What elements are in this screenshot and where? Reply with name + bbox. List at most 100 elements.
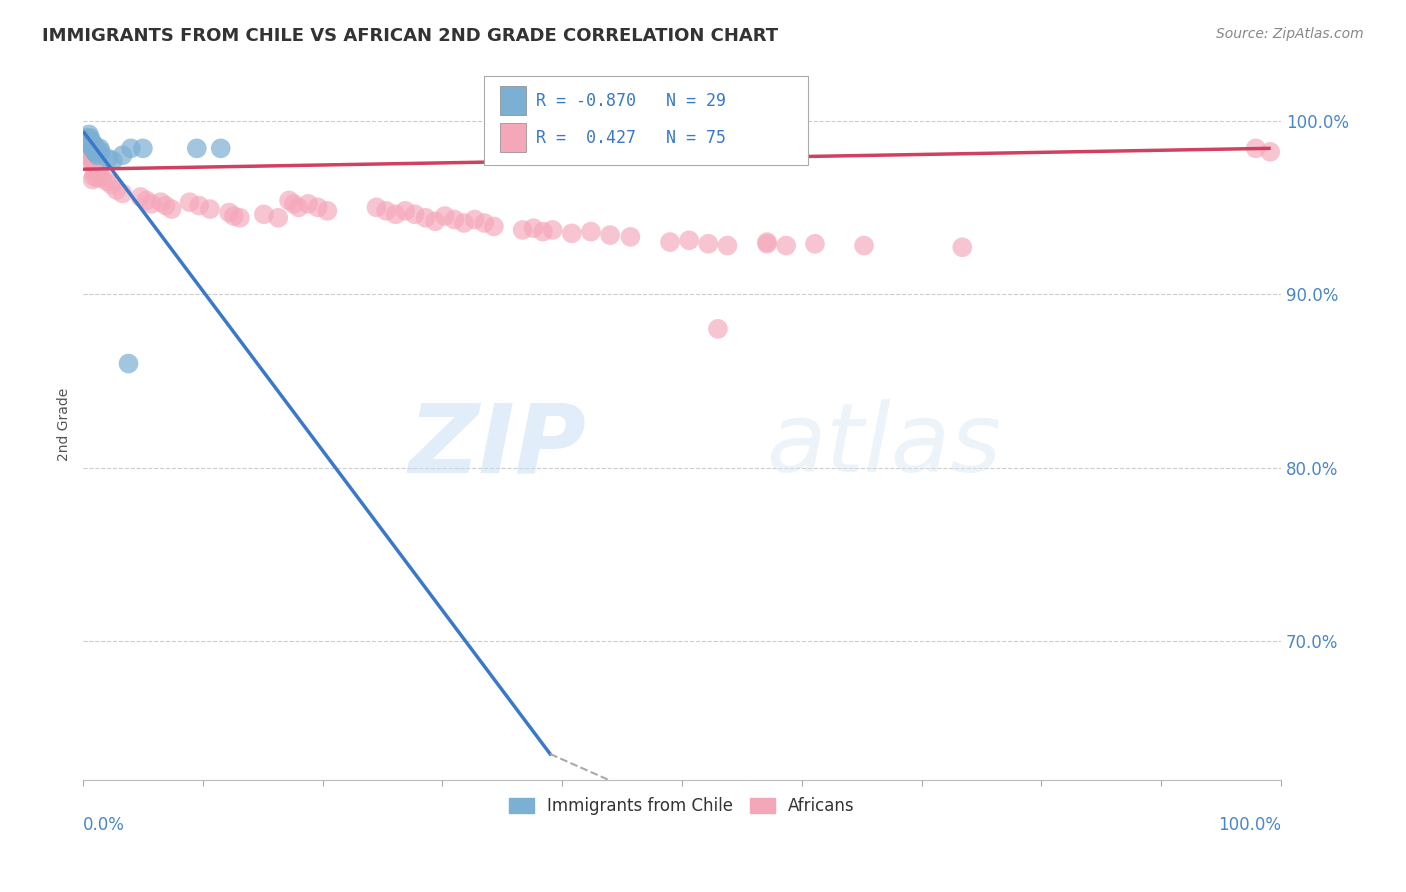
Point bbox=[1258, 145, 1281, 159]
Point bbox=[253, 207, 276, 221]
Point bbox=[86, 170, 108, 185]
Point bbox=[218, 205, 240, 219]
Point bbox=[86, 148, 108, 162]
Point bbox=[464, 212, 486, 227]
Point bbox=[84, 146, 107, 161]
Text: 100.0%: 100.0% bbox=[1218, 815, 1281, 834]
Text: 0.0%: 0.0% bbox=[83, 815, 125, 834]
Point bbox=[394, 203, 416, 218]
Point bbox=[80, 153, 103, 168]
Point bbox=[117, 357, 139, 371]
Y-axis label: 2nd Grade: 2nd Grade bbox=[58, 388, 72, 461]
Point bbox=[375, 203, 398, 218]
Point bbox=[84, 157, 107, 171]
Point bbox=[76, 139, 98, 153]
Point bbox=[541, 223, 564, 237]
Point bbox=[433, 209, 456, 223]
Point bbox=[80, 139, 103, 153]
Point bbox=[316, 203, 339, 218]
Point bbox=[775, 238, 797, 252]
Bar bbox=[501, 87, 526, 115]
Point bbox=[229, 211, 252, 225]
Point bbox=[453, 216, 475, 230]
Point bbox=[91, 170, 114, 185]
Point bbox=[120, 141, 142, 155]
Text: IMMIGRANTS FROM CHILE VS AFRICAN 2ND GRADE CORRELATION CHART: IMMIGRANTS FROM CHILE VS AFRICAN 2ND GRA… bbox=[42, 27, 779, 45]
Point bbox=[141, 197, 163, 211]
Point bbox=[105, 183, 128, 197]
Point bbox=[111, 148, 134, 162]
Text: R =  0.427   N = 75: R = 0.427 N = 75 bbox=[536, 128, 725, 146]
Point bbox=[283, 197, 305, 211]
Point bbox=[697, 236, 720, 251]
Point bbox=[87, 167, 110, 181]
Point bbox=[83, 143, 105, 157]
Point bbox=[538, 141, 561, 155]
Point bbox=[89, 141, 111, 155]
Point bbox=[129, 190, 152, 204]
Point bbox=[307, 200, 329, 214]
Point bbox=[84, 141, 107, 155]
Point bbox=[756, 236, 779, 251]
Point bbox=[79, 131, 101, 145]
Text: ZIP: ZIP bbox=[408, 399, 586, 492]
Point bbox=[82, 155, 104, 169]
Point bbox=[804, 236, 827, 251]
Point bbox=[135, 194, 157, 208]
Point bbox=[579, 225, 602, 239]
Point bbox=[79, 150, 101, 164]
Point bbox=[76, 131, 98, 145]
Point bbox=[619, 230, 641, 244]
Point bbox=[155, 199, 177, 213]
Point bbox=[86, 162, 108, 177]
FancyBboxPatch shape bbox=[484, 76, 808, 165]
Legend: Immigrants from Chile, Africans: Immigrants from Chile, Africans bbox=[502, 790, 862, 822]
Point bbox=[89, 166, 111, 180]
Point bbox=[80, 135, 103, 149]
Point bbox=[404, 207, 426, 221]
Point bbox=[267, 211, 290, 225]
Point bbox=[425, 214, 447, 228]
Point bbox=[366, 200, 388, 214]
Point bbox=[83, 169, 105, 183]
Point bbox=[82, 141, 104, 155]
Point bbox=[86, 143, 108, 157]
Point bbox=[101, 153, 124, 168]
Point bbox=[561, 227, 583, 241]
Point bbox=[278, 194, 301, 208]
Point bbox=[186, 141, 208, 155]
Point bbox=[659, 235, 682, 249]
Point bbox=[531, 225, 554, 239]
Point bbox=[472, 216, 495, 230]
Point bbox=[522, 221, 544, 235]
Point bbox=[84, 166, 107, 180]
Bar bbox=[501, 123, 526, 152]
Point bbox=[87, 145, 110, 159]
Point bbox=[209, 141, 232, 155]
Point bbox=[707, 322, 730, 336]
Point bbox=[84, 139, 107, 153]
Point bbox=[853, 238, 876, 252]
Point bbox=[512, 223, 534, 237]
Point bbox=[179, 195, 201, 210]
Text: R = -0.870   N = 29: R = -0.870 N = 29 bbox=[536, 92, 725, 110]
Point bbox=[188, 199, 211, 213]
Point bbox=[84, 145, 107, 159]
Point bbox=[82, 146, 104, 161]
Point bbox=[96, 174, 118, 188]
Point bbox=[132, 141, 155, 155]
Point bbox=[599, 228, 621, 243]
Point bbox=[82, 172, 104, 186]
Point bbox=[100, 178, 122, 192]
Text: Source: ZipAtlas.com: Source: ZipAtlas.com bbox=[1216, 27, 1364, 41]
Point bbox=[97, 152, 120, 166]
Point bbox=[82, 136, 104, 150]
Point bbox=[83, 137, 105, 152]
Point bbox=[198, 202, 221, 216]
Point bbox=[77, 128, 100, 142]
Point bbox=[756, 235, 779, 249]
Point bbox=[76, 135, 98, 149]
Point bbox=[77, 145, 100, 159]
Point bbox=[443, 212, 465, 227]
Point bbox=[83, 152, 105, 166]
